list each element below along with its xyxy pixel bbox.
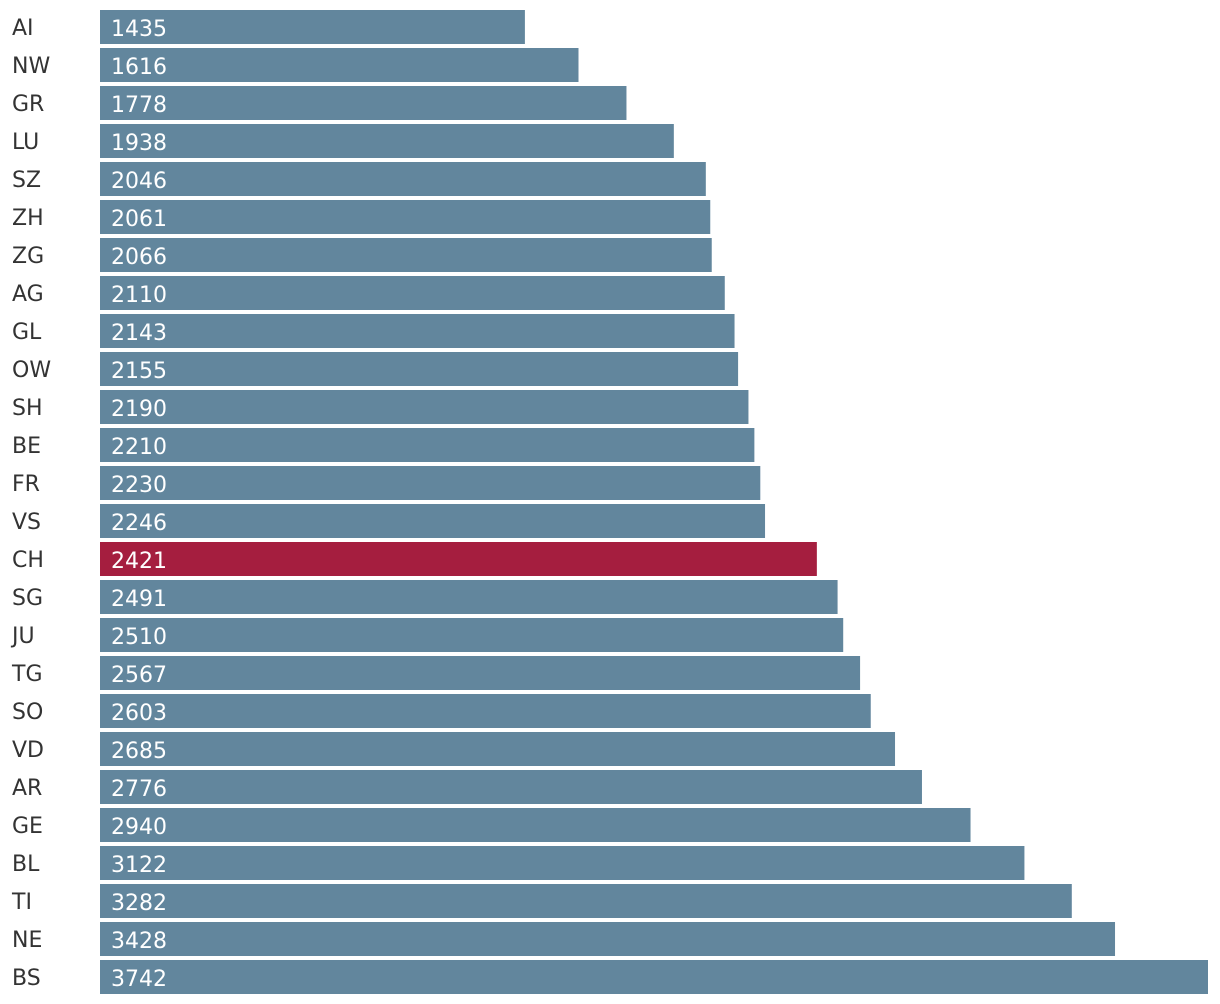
value-label-vs: 2246 [111, 511, 167, 536]
bar-bl [100, 846, 1025, 880]
bar-sz [100, 162, 706, 196]
bar-ge [100, 808, 971, 842]
category-label-tg: TG [11, 662, 43, 687]
value-label-sh: 2190 [111, 397, 167, 422]
category-label-nw: NW [12, 54, 50, 79]
bar-tg [100, 656, 861, 690]
category-label-be: BE [12, 434, 41, 459]
bar-so [100, 694, 871, 728]
bar-ti [100, 884, 1072, 918]
category-label-so: SO [12, 700, 43, 725]
category-label-ar: AR [12, 776, 42, 801]
category-label-ai: AI [12, 16, 34, 41]
bar-ch [100, 542, 817, 576]
category-label-ge: GE [12, 814, 43, 839]
value-label-ch: 2421 [111, 549, 167, 574]
bar-nw [100, 48, 579, 82]
category-label-ju: JU [10, 624, 35, 649]
value-label-ar: 2776 [111, 777, 167, 802]
bar-vd [100, 732, 896, 766]
bar-ne [100, 922, 1116, 956]
value-label-so: 2603 [111, 701, 167, 726]
category-label-bs: BS [12, 966, 41, 991]
value-label-nw: 1616 [111, 55, 167, 80]
value-label-ju: 2510 [111, 625, 167, 650]
value-label-sg: 2491 [111, 587, 167, 612]
category-label-bl: BL [12, 852, 40, 877]
category-label-zg: ZG [12, 244, 44, 269]
category-label-sz: SZ [12, 168, 41, 193]
category-label-ch: CH [12, 548, 44, 573]
bar-gl [100, 314, 735, 348]
category-label-zh: ZH [12, 206, 44, 231]
bar-sh [100, 390, 749, 424]
value-label-ag: 2110 [111, 283, 167, 308]
value-label-tg: 2567 [111, 663, 167, 688]
value-label-fr: 2230 [111, 473, 167, 498]
category-label-lu: LU [12, 130, 39, 155]
bar-ag [100, 276, 725, 310]
bar-ar [100, 770, 922, 804]
value-label-ti: 3282 [111, 891, 167, 916]
bar-gr [100, 86, 627, 120]
category-label-ti: TI [11, 890, 32, 915]
value-label-zg: 2066 [111, 245, 167, 270]
value-label-bl: 3122 [111, 853, 167, 878]
value-label-vd: 2685 [111, 739, 167, 764]
bar-sg [100, 580, 838, 614]
value-label-ai: 1435 [111, 17, 167, 42]
value-label-gr: 1778 [111, 93, 167, 118]
bar-ai [100, 10, 525, 44]
category-label-ow: OW [12, 358, 51, 383]
bar-fr [100, 466, 761, 500]
value-label-bs: 3742 [111, 967, 167, 992]
category-label-ne: NE [12, 928, 42, 953]
bar-vs [100, 504, 766, 538]
value-label-lu: 1938 [111, 131, 167, 156]
category-label-fr: FR [12, 472, 40, 497]
category-label-vs: VS [12, 510, 41, 535]
value-label-be: 2210 [111, 435, 167, 460]
category-label-gr: GR [12, 92, 44, 117]
bar-be [100, 428, 755, 462]
bar-ow [100, 352, 739, 386]
bar-bs [100, 960, 1208, 994]
bar-zg [100, 238, 712, 272]
category-label-sh: SH [12, 396, 43, 421]
bar-ju [100, 618, 844, 652]
category-label-ag: AG [12, 282, 44, 307]
value-label-ge: 2940 [111, 815, 167, 840]
bar-zh [100, 200, 711, 234]
value-label-sz: 2046 [111, 169, 167, 194]
value-label-ne: 3428 [111, 929, 167, 954]
value-label-zh: 2061 [111, 207, 167, 232]
category-label-vd: VD [12, 738, 44, 763]
category-label-gl: GL [12, 320, 42, 345]
bar-lu [100, 124, 674, 158]
value-label-ow: 2155 [111, 359, 167, 384]
category-label-sg: SG [12, 586, 43, 611]
value-label-gl: 2143 [111, 321, 167, 346]
